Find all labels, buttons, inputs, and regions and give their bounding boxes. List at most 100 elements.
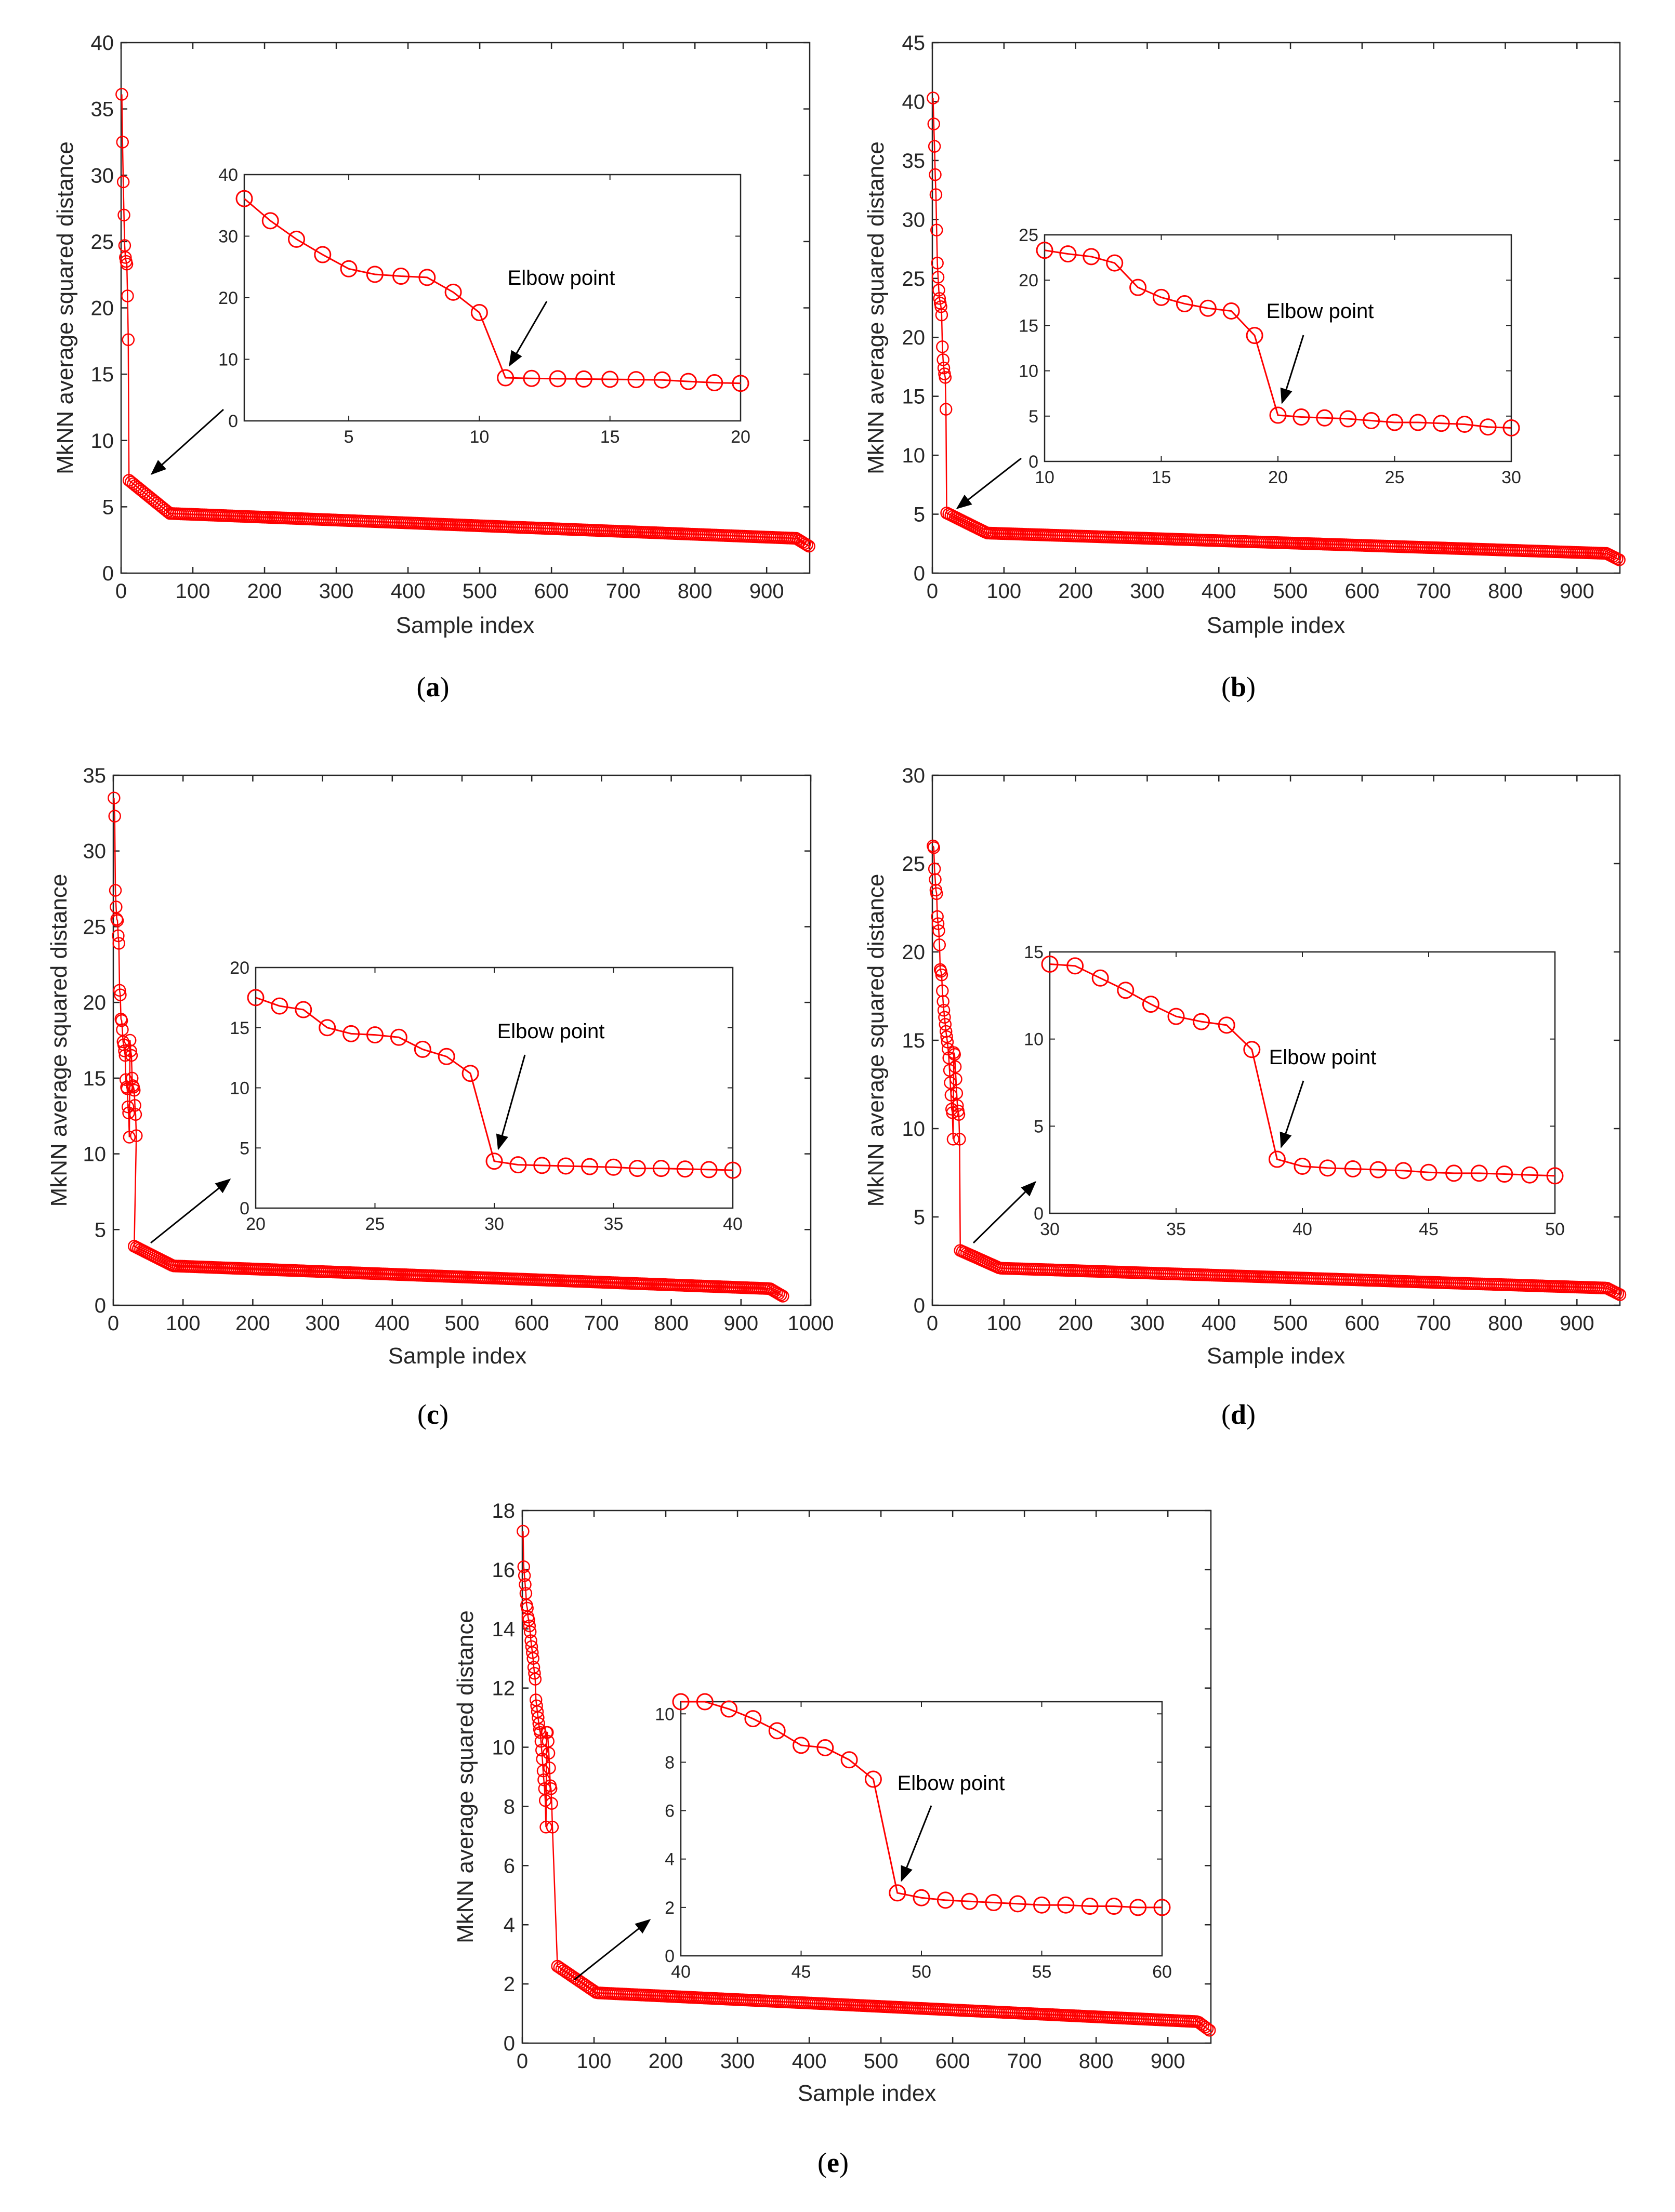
y-tick-label: 25 <box>902 268 926 290</box>
caption-close: ) <box>439 1399 449 1430</box>
chart-panel-b: 0 100 200 300 400 500 600 700 800 900051015202530… <box>863 32 1626 703</box>
data-point <box>936 984 949 998</box>
data-point <box>1194 2017 1207 2031</box>
inset-data-point <box>679 373 697 390</box>
x-tick-label: 300 <box>720 2050 755 2073</box>
inset-data-point <box>1409 414 1427 431</box>
x-tick-label: 800 <box>1079 2050 1114 2073</box>
inset-data-point <box>724 1161 742 1179</box>
x-tick-label: 700 <box>1007 2050 1042 2073</box>
data-point <box>929 168 942 181</box>
inset-data-point <box>1268 1150 1286 1168</box>
inset-y-tick-label: 4 <box>665 1850 675 1870</box>
y-tick-label: 15 <box>902 386 926 408</box>
y-tick-label: 30 <box>91 164 114 187</box>
x-tick-label: 300 <box>305 1312 340 1335</box>
inset-x-tick-label: 50 <box>1545 1220 1565 1239</box>
inset-data-point <box>392 268 410 285</box>
elbow-point-label: Elbow point <box>1269 1046 1377 1069</box>
inset-data-point <box>1106 254 1124 272</box>
inset-data-point <box>1386 414 1403 431</box>
data-point <box>1196 2019 1210 2032</box>
panel-caption: (e) <box>817 2147 849 2178</box>
data-point <box>545 1797 558 1810</box>
data-point <box>110 900 123 913</box>
data-series <box>115 88 815 553</box>
data-point <box>113 984 126 997</box>
inset-data-point <box>1222 302 1240 320</box>
y-tick-label: 10 <box>91 430 114 453</box>
x-tick-label: 900 <box>1151 2050 1185 2073</box>
inset-data-point <box>672 1693 690 1711</box>
data-point <box>121 289 134 302</box>
y-tick-label: 45 <box>902 32 926 55</box>
data-point <box>776 1290 789 1303</box>
inset-x-tick-label: 50 <box>912 1962 931 1982</box>
elbow-point-label: Elbow point <box>898 1772 1005 1795</box>
inset-y-tick-label: 20 <box>230 958 249 978</box>
inset-data-point <box>523 369 540 387</box>
data-point <box>937 995 949 1008</box>
data-point <box>538 1794 552 1807</box>
inset-data-point <box>961 1892 979 1910</box>
data-point <box>519 1578 532 1591</box>
data-point <box>517 1560 531 1573</box>
data-point <box>939 371 952 384</box>
x-tick-label: 700 <box>584 1312 619 1335</box>
inset-data-point <box>1316 409 1334 427</box>
y-axis-label: MkNN average squared distance <box>863 874 889 1207</box>
y-tick-label: 15 <box>902 1029 926 1052</box>
data-point <box>774 1288 787 1302</box>
y-tick-label: 40 <box>902 90 926 113</box>
data-series <box>517 1525 1216 2037</box>
inset-data-point <box>1339 410 1357 428</box>
data-point <box>518 1569 531 1582</box>
inset-data-point <box>627 371 645 389</box>
caption-letter: a <box>426 671 440 703</box>
x-tick-label: 600 <box>935 2050 970 2073</box>
inset-chart: 5 10 15 20 0 10 20 30 40 Elbow point <box>218 165 750 447</box>
caption-letter: d <box>1231 1399 1246 1430</box>
y-tick-label: 30 <box>83 840 107 863</box>
x-axis-label: Sample index <box>798 2081 937 2106</box>
data-point <box>523 1625 537 1638</box>
y-axis-label: MkNN average squared distance <box>46 874 72 1207</box>
y-tick-label: 20 <box>902 941 926 964</box>
data-point <box>934 300 947 313</box>
elbow-arrow <box>1280 335 1304 404</box>
inset-data-point <box>601 370 619 388</box>
inset-y-tick-label: 6 <box>665 1802 675 1821</box>
inset-y-tick-label: 5 <box>240 1138 249 1158</box>
data-point <box>115 88 128 101</box>
data-point <box>927 91 940 104</box>
inset-data-point <box>366 1026 384 1044</box>
caption-open: ( <box>417 1399 427 1430</box>
data-point <box>939 1018 952 1031</box>
inset-data-point <box>1344 1160 1362 1177</box>
y-axis-label: MkNN average squared distance <box>453 1610 478 1943</box>
inset-data-point <box>1294 1157 1311 1175</box>
x-tick-label: 300 <box>319 580 354 603</box>
x-axis-label: Sample index <box>396 613 535 638</box>
data-point <box>952 1108 966 1121</box>
data-point <box>536 1764 550 1778</box>
data-series <box>108 791 789 1303</box>
inset-y-tick-label: 20 <box>1019 271 1038 290</box>
data-point <box>523 1619 536 1633</box>
inset-pointer-arrow <box>956 457 1022 509</box>
inset-data-point <box>557 1157 575 1175</box>
caption-open: ( <box>417 671 426 703</box>
inset-data-point <box>889 1884 906 1902</box>
inset-x-tick-label: 15 <box>1152 468 1171 487</box>
x-axis-label: Sample index <box>1207 1343 1346 1369</box>
data-point <box>534 1726 547 1739</box>
x-tick-label: 500 <box>1273 1312 1308 1335</box>
inset-data-point <box>732 375 749 392</box>
inset-data-point <box>696 1693 714 1711</box>
data-point <box>1192 2016 1205 2029</box>
inset-data-point <box>1456 415 1473 433</box>
data-point <box>108 791 121 804</box>
inset-y-tick-label: 0 <box>1034 1204 1044 1224</box>
x-tick-label: 0 <box>927 580 938 603</box>
data-point <box>802 539 815 553</box>
